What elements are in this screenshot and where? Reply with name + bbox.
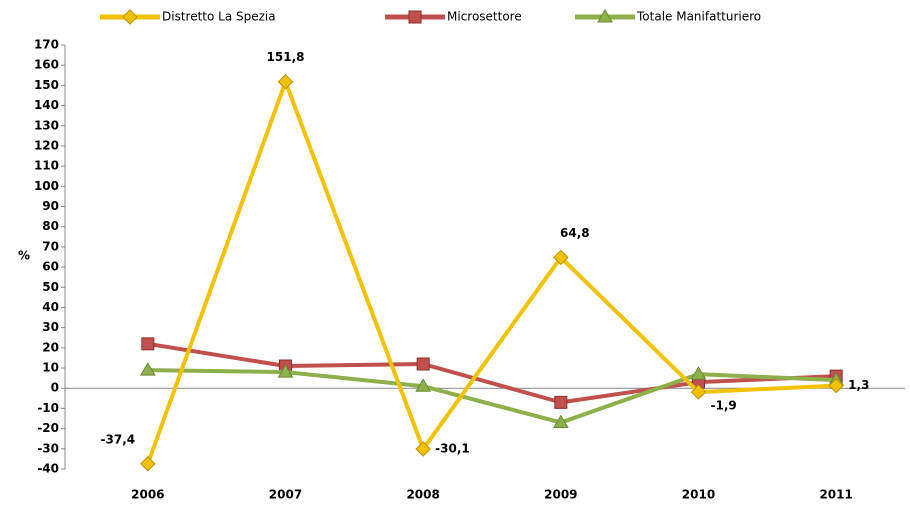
legend-label: Totale Manifatturiero [636, 10, 761, 24]
marker [690, 366, 707, 380]
x-tick-label: 2011 [819, 488, 852, 502]
y-tick-label: 20 [42, 340, 59, 354]
data-label: 151,8 [267, 50, 305, 64]
y-tick-label: 110 [34, 159, 59, 173]
x-tick-label: 2010 [682, 488, 715, 502]
legend-label: Distretto La Spezia [162, 10, 276, 24]
marker [141, 337, 155, 351]
y-tick-label: 120 [34, 138, 59, 152]
series-line [147, 341, 837, 405]
y-tick-label: 170 [34, 38, 59, 52]
marker [277, 364, 294, 378]
marker [415, 378, 432, 392]
y-tick-label: 50 [42, 280, 59, 294]
y-tick-label: -40 [37, 462, 59, 476]
x-tick-label: 2008 [406, 488, 439, 502]
data-label: -37,4 [101, 432, 136, 446]
y-tick-label: 80 [42, 219, 59, 233]
marker [140, 456, 156, 472]
y-tick-label: 30 [42, 320, 59, 334]
legend-marker [122, 9, 138, 25]
marker [690, 384, 707, 400]
series-line [147, 368, 837, 425]
x-tick-label: 2009 [544, 488, 577, 502]
y-tick-label: 60 [42, 260, 59, 274]
y-tick-label: 160 [34, 58, 59, 72]
marker [415, 441, 431, 457]
y-tick-label: 0 [51, 381, 59, 395]
data-label: -30,1 [435, 442, 470, 456]
x-tick-label: 2007 [269, 488, 302, 502]
y-tick-label: 10 [42, 361, 59, 375]
marker [553, 249, 569, 266]
y-tick-label: 150 [34, 78, 59, 92]
marker [416, 357, 430, 371]
y-tick-label: 40 [42, 300, 59, 314]
marker [554, 395, 568, 409]
series-line [145, 79, 837, 465]
marker [277, 74, 294, 90]
marker [552, 414, 569, 429]
y-tick-label: -20 [37, 421, 59, 435]
marker [139, 362, 156, 376]
legend-marker [597, 9, 613, 23]
y-tick-label: 70 [42, 239, 59, 253]
x-tick-label: 2006 [131, 488, 164, 502]
y-tick-label: -30 [37, 441, 59, 455]
data-label: 64,8 [560, 226, 590, 240]
y-tick-label: 130 [34, 118, 59, 132]
y-axis-label: % [18, 249, 30, 263]
legend-label: Microsettore [447, 10, 522, 24]
y-tick-label: 140 [34, 98, 59, 112]
marker [828, 377, 844, 394]
y-tick-label: 90 [42, 199, 59, 213]
y-tick-label: 100 [34, 179, 59, 193]
data-label: 1,3 [848, 378, 869, 392]
legend-marker [408, 10, 422, 24]
data-label: -1,9 [711, 399, 737, 413]
y-tick-label: -10 [37, 401, 59, 415]
